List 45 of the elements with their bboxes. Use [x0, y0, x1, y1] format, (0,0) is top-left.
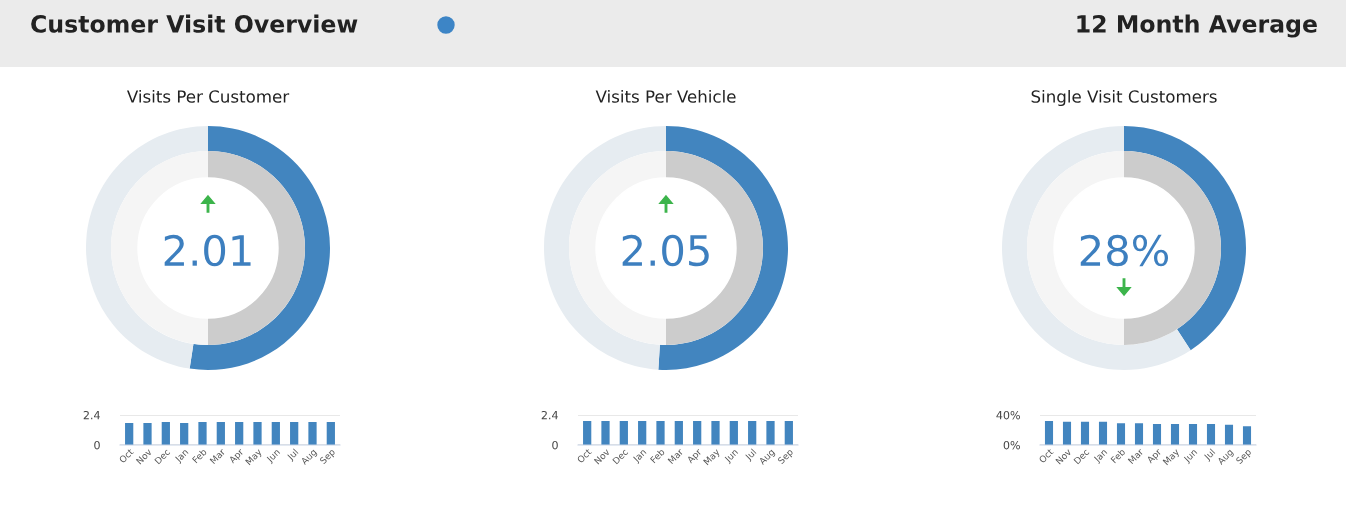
x-tick-label: Oct	[1038, 448, 1054, 464]
x-tick-label: Jul	[286, 448, 300, 462]
x-tick-label: Oct	[576, 448, 592, 464]
y-tick-label: 2.4	[541, 410, 558, 420]
x-tick-label: Apr	[1146, 447, 1164, 465]
x-tick-label: Jun	[1182, 448, 1199, 465]
x-tick-label: Jun	[723, 448, 740, 465]
y-tick-label: 0	[94, 440, 100, 450]
x-tick-label: Mar	[667, 447, 684, 465]
x-tick-label: Jun	[265, 448, 282, 465]
x-tick-label: Aug	[300, 448, 319, 467]
text: 2.05	[622, 234, 709, 267]
x-tick-label: Aug	[758, 448, 777, 467]
x-tick-label: Jan	[1093, 448, 1109, 465]
x-tick-label: Dec	[612, 448, 629, 465]
x-tick-label: Jul	[1202, 448, 1217, 462]
x-tick-label: Dec	[1073, 448, 1090, 465]
chart-title: Visits Per Customer	[126, 89, 290, 103]
x-tick-label: Nov	[1055, 448, 1072, 465]
text: 12 Month Average	[1077, 14, 1317, 38]
x-tick-label: Oct	[118, 448, 134, 464]
x-tick-label: Sep	[777, 448, 795, 466]
y-tick-label: 0	[552, 440, 558, 450]
x-tick-label: Feb	[649, 448, 666, 464]
text: 2.01	[164, 234, 251, 267]
y-tick-label: 2.4	[83, 410, 100, 420]
x-tick-label: Sep	[319, 448, 337, 466]
x-tick-label: Jan	[174, 448, 190, 465]
x-tick-label: Feb	[191, 448, 208, 464]
x-tick-label: Apr	[228, 447, 246, 465]
chart-title: Single Visit Customers	[1031, 89, 1217, 107]
chart-title: Visits Per Vehicle	[595, 89, 736, 103]
x-tick-label: Feb	[1110, 448, 1126, 464]
text: Customer Visit Overview	[31, 14, 358, 33]
x-tick-label: Apr	[686, 447, 704, 465]
x-tick-label: Dec	[154, 448, 171, 465]
x-tick-label: Mar	[209, 447, 226, 465]
x-tick-label: Aug	[1216, 448, 1235, 467]
text: 28%	[1080, 234, 1169, 267]
y-tick-label: 0%	[1003, 440, 1020, 450]
x-tick-label: Mar	[1127, 447, 1144, 465]
x-tick-label: Jan	[632, 448, 648, 465]
y-tick-label: 40%	[996, 410, 1020, 420]
x-tick-label: Jul	[744, 448, 758, 462]
x-tick-label: Sep	[1235, 448, 1253, 466]
